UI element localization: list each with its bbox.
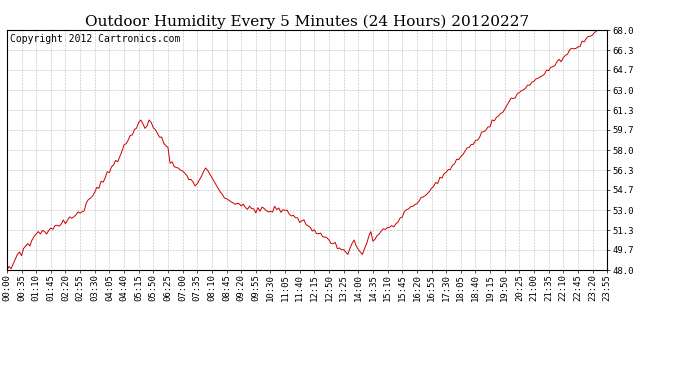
Text: Copyright 2012 Cartronics.com: Copyright 2012 Cartronics.com xyxy=(10,34,180,44)
Title: Outdoor Humidity Every 5 Minutes (24 Hours) 20120227: Outdoor Humidity Every 5 Minutes (24 Hou… xyxy=(85,15,529,29)
